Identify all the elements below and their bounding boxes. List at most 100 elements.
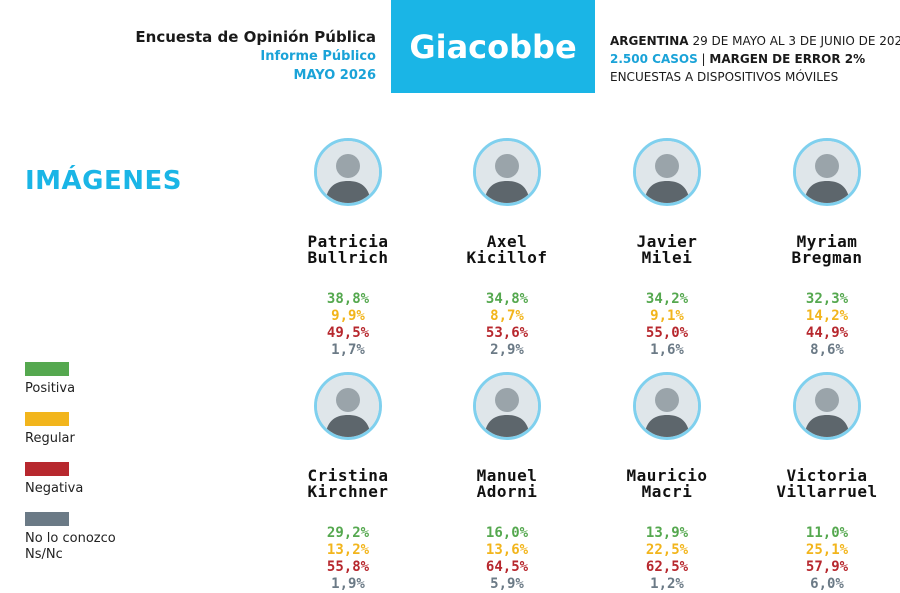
value-positiva: 38,8% xyxy=(326,291,370,307)
fieldwork-line: ARGENTINA 29 DE MAYO AL 3 DE JUNIO DE 20… xyxy=(610,32,900,50)
candidate-last-name: Bullrich xyxy=(307,248,389,267)
legend-item-regular: Regular xyxy=(25,412,165,447)
avatar-icon xyxy=(633,372,701,440)
cases: 2.500 CASOS xyxy=(610,52,698,66)
avatar-icon xyxy=(473,372,541,440)
avatar-icon xyxy=(473,138,541,206)
survey-title: Encuesta de Opinión Pública xyxy=(135,28,376,46)
value-no-conozco: 1,7% xyxy=(331,342,365,358)
value-no-conozco: 2,9% xyxy=(490,342,524,358)
value-positiva: 32,3% xyxy=(805,291,849,307)
candidate-card: Javier Milei 34,2% 9,1% 55,0% 1,6% xyxy=(592,138,742,359)
candidate-first-name: Mauricio xyxy=(626,466,708,485)
candidate-name: Cristina Kirchner xyxy=(273,468,423,500)
candidate-values: 34,8% 8,7% 53,6% 2,9% xyxy=(432,291,582,359)
legend-label-negativa: Negativa xyxy=(25,481,84,496)
method-line: ENCUESTAS A DISPOSITIVOS MÓVILES xyxy=(610,70,839,84)
section-title: IMÁGENES xyxy=(25,166,183,196)
report-header-right: ARGENTINA 29 DE MAYO AL 3 DE JUNIO DE 20… xyxy=(610,32,900,86)
value-no-conozco: 6,0% xyxy=(810,576,844,592)
value-regular: 22,5% xyxy=(645,542,689,558)
candidate-last-name: Milei xyxy=(641,248,693,267)
avatar-icon xyxy=(633,138,701,206)
candidate-first-name: Cristina xyxy=(307,466,389,485)
candidate-card: Patricia Bullrich 38,8% 9,9% 49,5% 1,7% xyxy=(273,138,423,359)
report-date: MAYO 2026 xyxy=(293,68,376,83)
avatar-icon xyxy=(793,372,861,440)
candidate-values: 16,0% 13,6% 64,5% 5,9% xyxy=(432,525,582,593)
value-negativa: 62,5% xyxy=(645,559,689,575)
candidate-name: Myriam Bregman xyxy=(752,234,900,266)
candidate-values: 29,2% 13,2% 55,8% 1,9% xyxy=(273,525,423,593)
legend-label-positiva: Positiva xyxy=(25,381,76,396)
legend-item-no-conozco: No lo conozco Ns/Nc xyxy=(25,512,165,563)
value-negativa: 57,9% xyxy=(805,559,849,575)
value-regular: 14,2% xyxy=(805,308,849,324)
separator: | xyxy=(701,52,706,66)
candidate-last-name: Adorni xyxy=(476,482,538,501)
candidate-card: Victoria Villarruel 11,0% 25,1% 57,9% 6,0% xyxy=(752,372,900,593)
value-negativa: 55,0% xyxy=(645,325,689,341)
value-regular: 25,1% xyxy=(805,542,849,558)
candidate-card: Axel Kicillof 34,8% 8,7% 53,6% 2,9% xyxy=(432,138,582,359)
value-regular: 9,1% xyxy=(650,308,684,324)
value-positiva: 13,9% xyxy=(645,525,689,541)
candidate-last-name: Macri xyxy=(641,482,693,501)
candidate-card: Cristina Kirchner 29,2% 13,2% 55,8% 1,9% xyxy=(273,372,423,593)
value-regular: 13,2% xyxy=(326,542,370,558)
brand-logo: Giacobbe xyxy=(391,0,595,93)
legend-swatch-no-conozco xyxy=(25,512,69,526)
candidate-last-name: Bregman xyxy=(791,248,863,267)
value-no-conozco: 5,9% xyxy=(490,576,524,592)
avatar-icon xyxy=(314,138,382,206)
candidate-name: Patricia Bullrich xyxy=(273,234,423,266)
legend-swatch-regular xyxy=(25,412,69,426)
candidate-first-name: Manuel xyxy=(476,466,538,485)
candidate-first-name: Patricia xyxy=(307,232,389,251)
candidate-name: Victoria Villarruel xyxy=(752,468,900,500)
value-no-conozco: 1,9% xyxy=(331,576,365,592)
value-negativa: 64,5% xyxy=(485,559,529,575)
date-range: 29 DE MAYO AL 3 DE JUNIO DE 2026 xyxy=(692,34,900,48)
candidate-card: Manuel Adorni 16,0% 13,6% 64,5% 5,9% xyxy=(432,372,582,593)
country: ARGENTINA xyxy=(610,34,689,48)
candidate-values: 13,9% 22,5% 62,5% 1,2% xyxy=(592,525,742,593)
legend-item-negativa: Negativa xyxy=(25,462,165,497)
candidate-first-name: Myriam xyxy=(796,232,858,251)
candidate-first-name: Victoria xyxy=(786,466,868,485)
candidate-last-name: Villarruel xyxy=(776,482,878,501)
value-negativa: 55,8% xyxy=(326,559,370,575)
legend-label-no-conozco: No lo conozco Ns/Nc xyxy=(25,531,165,563)
value-positiva: 29,2% xyxy=(326,525,370,541)
candidate-last-name: Kirchner xyxy=(307,482,389,501)
candidate-values: 38,8% 9,9% 49,5% 1,7% xyxy=(273,291,423,359)
candidate-first-name: Axel xyxy=(486,232,528,251)
value-no-conozco: 1,2% xyxy=(650,576,684,592)
value-negativa: 49,5% xyxy=(326,325,370,341)
candidate-name: Mauricio Macri xyxy=(592,468,742,500)
candidate-values: 34,2% 9,1% 55,0% 1,6% xyxy=(592,291,742,359)
candidate-name: Manuel Adorni xyxy=(432,468,582,500)
legend-label-regular: Regular xyxy=(25,431,75,446)
candidate-values: 32,3% 14,2% 44,9% 8,6% xyxy=(752,291,900,359)
legend-swatch-negativa xyxy=(25,462,69,476)
value-negativa: 53,6% xyxy=(485,325,529,341)
value-no-conozco: 8,6% xyxy=(810,342,844,358)
avatar-icon xyxy=(793,138,861,206)
value-regular: 8,7% xyxy=(490,308,524,324)
value-positiva: 11,0% xyxy=(805,525,849,541)
value-positiva: 34,2% xyxy=(645,291,689,307)
candidate-first-name: Javier xyxy=(636,232,698,251)
sample-line: 2.500 CASOS | MARGEN DE ERROR 2% xyxy=(610,50,900,68)
candidate-card: Myriam Bregman 32,3% 14,2% 44,9% 8,6% xyxy=(752,138,900,359)
legend-swatch-positiva xyxy=(25,362,69,376)
report-header-left: Encuesta de Opinión Pública Informe Públ… xyxy=(135,28,376,85)
candidate-last-name: Kicillof xyxy=(466,248,548,267)
value-negativa: 44,9% xyxy=(805,325,849,341)
candidate-name: Axel Kicillof xyxy=(432,234,582,266)
value-positiva: 16,0% xyxy=(485,525,529,541)
avatar-icon xyxy=(314,372,382,440)
value-regular: 13,6% xyxy=(485,542,529,558)
value-no-conozco: 1,6% xyxy=(650,342,684,358)
legend-label-no-conozco-line2: Ns/Nc xyxy=(25,547,63,562)
